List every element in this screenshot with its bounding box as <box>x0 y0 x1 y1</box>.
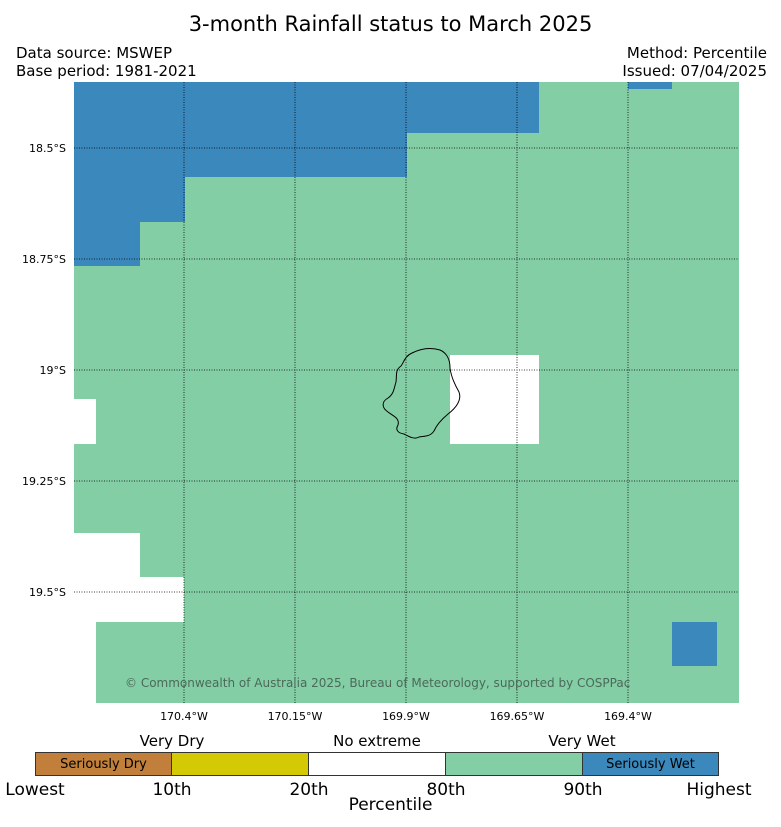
colorbar-very-wet <box>446 752 583 776</box>
colorbar-label: Seriously Wet <box>606 757 695 772</box>
colorbar-no-extreme <box>309 752 446 776</box>
seriously-wet-cell <box>74 177 185 222</box>
metadata-right: Method: Percentile Issued: 07/04/2025 <box>622 44 767 80</box>
lon-label: 169.9°W <box>382 710 430 723</box>
seriously-wet-cell <box>628 82 672 89</box>
legend-category-no-extreme: No extreme <box>333 732 421 750</box>
colorbar-axis-label: Percentile <box>348 795 433 815</box>
no-extreme-cell <box>74 577 184 622</box>
lat-label: 19°S <box>39 364 66 377</box>
colorbar-label: Seriously Dry <box>60 757 147 772</box>
no-extreme-cell <box>74 399 96 444</box>
issued-text: Issued: 07/04/2025 <box>622 62 767 80</box>
lon-label: 169.4°W <box>604 710 652 723</box>
colorbar-very-dry <box>172 752 309 776</box>
map-title: 3-month Rainfall status to March 2025 <box>188 12 593 36</box>
lat-label: 18.75°S <box>22 253 66 266</box>
colorbar-tick: 10th <box>152 780 192 800</box>
lat-label: 19.5°S <box>29 586 66 599</box>
no-extreme-cell <box>450 355 539 444</box>
method-text: Method: Percentile <box>626 44 767 62</box>
graticule <box>74 82 739 703</box>
data-source-text: Data source: MSWEP <box>16 44 173 62</box>
lon-label: 170.15°W <box>267 710 323 723</box>
rainfall-map <box>74 82 739 703</box>
copyright-credit: © Commonwealth of Australia 2025, Bureau… <box>125 676 631 690</box>
legend-category-very-wet: Very Wet <box>548 732 616 750</box>
lat-label: 19.25°S <box>22 475 66 488</box>
legend-category-very-dry: Very Dry <box>139 732 205 750</box>
seriously-wet-cell <box>672 622 717 666</box>
colorbar-tick: Lowest <box>5 780 65 800</box>
colorbar-seriously-wet: Seriously Wet <box>583 752 719 776</box>
colorbar-tick: Highest <box>686 780 752 800</box>
colorbar-tick: 90th <box>563 780 603 800</box>
lon-label: 170.4°W <box>160 710 208 723</box>
base-period-text: Base period: 1981-2021 <box>16 62 197 80</box>
lon-label: 169.65°W <box>489 710 545 723</box>
no-extreme-cell <box>74 622 96 703</box>
colorbar-seriously-dry: Seriously Dry <box>35 752 172 776</box>
no-extreme-cell <box>74 533 140 577</box>
colorbar-tick: 20th <box>289 780 329 800</box>
lat-label: 18.5°S <box>29 142 66 155</box>
island-outline <box>382 348 461 439</box>
metadata-left: Data source: MSWEP Base period: 1981-202… <box>16 44 197 80</box>
seriously-wet-cell <box>407 82 539 133</box>
seriously-wet-cell <box>74 82 407 177</box>
colorbar-tick: 80th <box>426 780 466 800</box>
